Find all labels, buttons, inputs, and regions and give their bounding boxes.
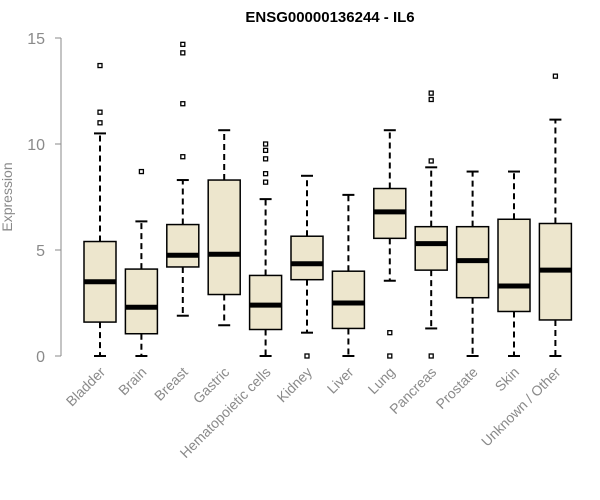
- x-tick-label: Bladder: [63, 364, 109, 410]
- outlier-point: [262, 156, 269, 162]
- box-iqr: [248, 274, 283, 331]
- x-tick-label: Brain: [115, 364, 149, 398]
- x-tick-label: Kidney: [274, 364, 316, 406]
- outlier-point: [97, 120, 103, 126]
- box-iqr: [166, 223, 200, 268]
- box-iqr: [124, 268, 159, 335]
- outlier-point: [180, 41, 186, 48]
- outlier-point: [97, 62, 103, 69]
- outlier-point: [262, 179, 269, 185]
- outlier-point: [180, 101, 186, 107]
- x-tick-label: Unknown / Other: [478, 364, 564, 450]
- outlier-point: [428, 353, 434, 359]
- box-iqr: [290, 235, 324, 281]
- y-axis-label: Expression: [0, 162, 15, 231]
- outlier-point: [387, 330, 393, 336]
- x-tick-label: Skin: [492, 364, 523, 395]
- y-tick-label: 10: [27, 137, 45, 154]
- outlier-point: [97, 109, 103, 115]
- outlier-point: [180, 154, 186, 160]
- y-tick-label: 15: [27, 31, 45, 48]
- y-tick-label: 0: [36, 349, 45, 366]
- outlier-point: [304, 353, 310, 359]
- x-tick-label: Prostate: [433, 364, 481, 412]
- outlier-point: [262, 147, 269, 154]
- outlier-point: [262, 141, 269, 147]
- x-tick-label: Lung: [365, 364, 398, 397]
- x-tick-label: Breast: [151, 364, 191, 404]
- outlier-point: [387, 353, 393, 359]
- y-tick-label: 5: [36, 243, 45, 260]
- box-iqr: [414, 225, 448, 271]
- box-iqr: [497, 218, 531, 313]
- outlier-point: [138, 168, 145, 175]
- outlier-point: [428, 158, 434, 164]
- box-iqr: [207, 179, 241, 296]
- x-tick-label: Liver: [324, 364, 357, 397]
- outlier-point: [180, 50, 186, 56]
- outlier-point: [552, 73, 559, 79]
- box-iqr: [331, 270, 366, 330]
- outlier-point: [428, 90, 434, 96]
- chart-title: ENSG00000136244 - IL6: [245, 9, 414, 26]
- outlier-point: [428, 96, 434, 103]
- outlier-point: [262, 171, 269, 177]
